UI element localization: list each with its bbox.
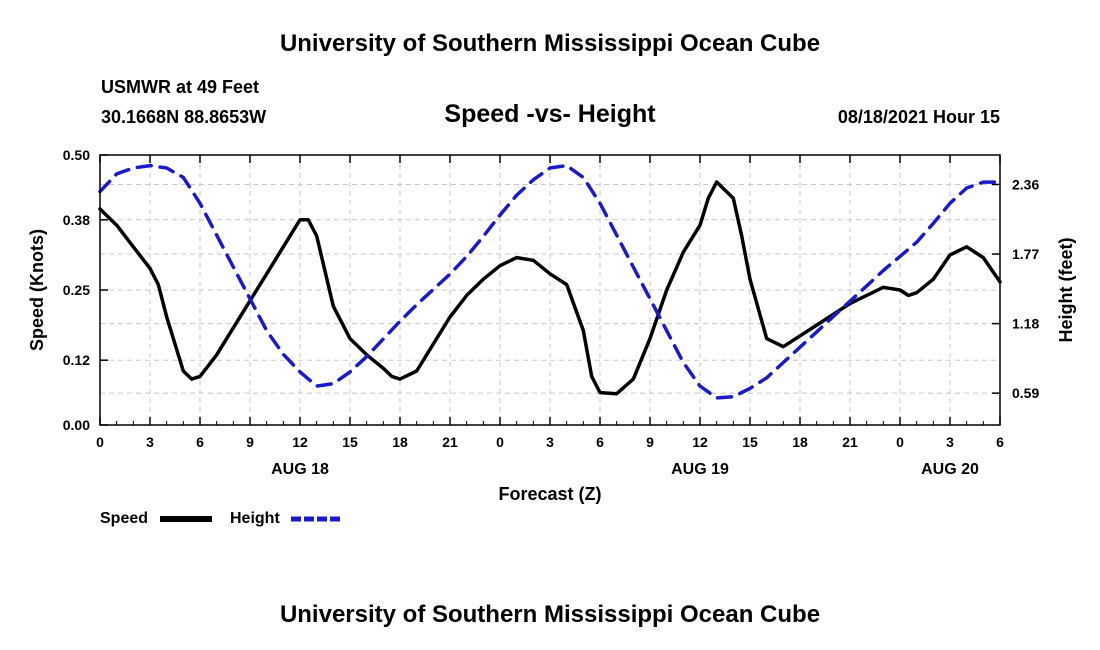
y-tick-label: 0.12 <box>63 352 90 368</box>
x-tick-label: 12 <box>692 434 708 450</box>
x-tick-label: 9 <box>246 434 254 450</box>
y2-tick-label: 1.77 <box>1012 246 1039 262</box>
x-tick-label: 12 <box>292 434 308 450</box>
x-tick-label: 6 <box>996 434 1004 450</box>
x-tick-label: 6 <box>196 434 204 450</box>
series-line-height <box>98 163 1002 400</box>
y2-axis-title: Height (feet) <box>1056 238 1076 343</box>
footer-title: University of Southern Mississippi Ocean… <box>279 601 821 628</box>
y2-tick-label: 2.36 <box>1012 176 1039 192</box>
x-date-label: AUG 20 <box>921 461 979 478</box>
x-tick-label: 0 <box>896 434 904 450</box>
coordinates-label: 30.1668N 88.8653W <box>101 107 267 127</box>
x-date-label: AUG 19 <box>671 461 729 478</box>
legend-speed-swatch <box>160 516 212 522</box>
x-axis-title: Forecast (Z) <box>498 484 601 504</box>
x-tick-label: 0 <box>96 434 104 450</box>
station-label: USMWR at 49 Feet <box>101 77 260 97</box>
x-tick-label: 18 <box>792 434 808 450</box>
x-tick-label: 0 <box>496 434 504 450</box>
x-tick-label: 15 <box>742 434 758 450</box>
page-title: University of Southern Mississippi Ocean… <box>279 30 821 57</box>
y2-tick-label: 1.18 <box>1012 316 1039 332</box>
y-tick-label: 0.00 <box>63 417 90 433</box>
y-tick-label: 0.50 <box>63 147 90 163</box>
x-tick-label: 15 <box>342 434 358 450</box>
chart-title: Speed -vs- Height <box>444 100 656 128</box>
x-tick-label: 21 <box>442 434 458 450</box>
legend-height-swatch <box>291 516 343 522</box>
y-axis-title: Speed (Knots) <box>27 229 47 351</box>
y-tick-label: 0.25 <box>63 282 90 298</box>
x-tick-label: 9 <box>646 434 654 450</box>
legend-height-label: Height <box>230 510 280 527</box>
y2-tick-label: 0.59 <box>1012 385 1039 401</box>
x-tick-label: 18 <box>392 434 408 450</box>
x-tick-label: 21 <box>842 434 858 450</box>
y-tick-label: 0.38 <box>63 212 90 228</box>
x-tick-label: 3 <box>946 434 954 450</box>
datetime-label: 08/18/2021 Hour 15 <box>837 107 1000 127</box>
series-line-speed <box>98 180 1002 396</box>
x-tick-label: 3 <box>546 434 554 450</box>
x-date-label: AUG 18 <box>271 461 329 478</box>
legend-speed-label: Speed <box>100 510 149 527</box>
x-tick-label: 6 <box>596 434 604 450</box>
x-tick-label: 3 <box>146 434 154 450</box>
